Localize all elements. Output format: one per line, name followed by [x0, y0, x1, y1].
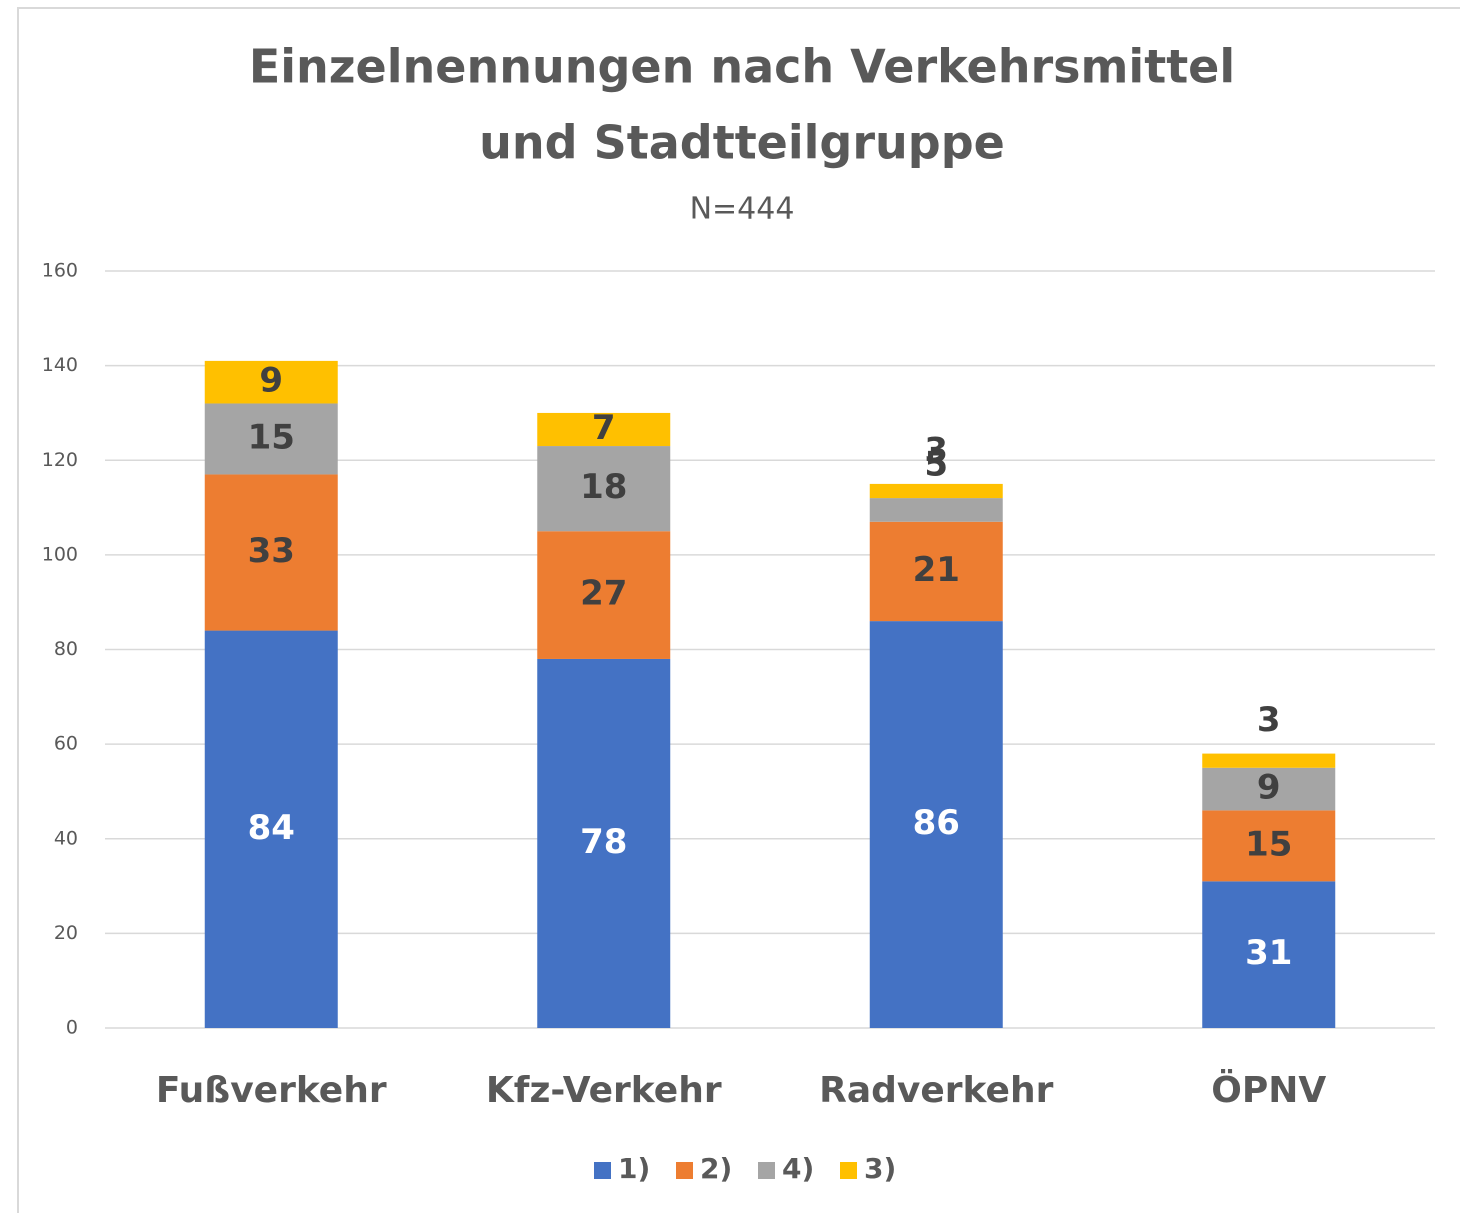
- data-label: 21: [913, 550, 960, 590]
- bar-segment: [204, 403, 338, 475]
- data-label: 3: [1257, 700, 1281, 740]
- legend-swatch: [594, 1162, 611, 1179]
- data-label: 15: [1245, 824, 1292, 864]
- x-tick-label: Kfz-Verkehr: [486, 1070, 722, 1111]
- x-tick-label: Radverkehr: [819, 1070, 1053, 1111]
- data-label: 9: [259, 361, 283, 401]
- data-label: 86: [913, 803, 960, 843]
- legend-swatch: [676, 1162, 693, 1179]
- data-label: 78: [580, 822, 627, 862]
- data-label: 31: [1245, 933, 1292, 973]
- legend-swatch: [840, 1162, 857, 1179]
- legend-swatch: [758, 1162, 775, 1179]
- data-label: 3: [924, 430, 948, 470]
- y-tick-label: 80: [54, 638, 78, 660]
- bar-segment: [869, 498, 1003, 522]
- data-label: 7: [592, 408, 616, 448]
- y-tick-label: 100: [42, 543, 78, 565]
- chart-subtitle: N=444: [690, 192, 795, 227]
- data-label: 27: [580, 574, 627, 614]
- data-label: 18: [580, 467, 627, 507]
- data-label: 15: [248, 417, 295, 457]
- bar-segment: [537, 658, 671, 1028]
- y-tick-label: 60: [54, 733, 78, 755]
- bar-segment: [1202, 767, 1336, 811]
- x-tick-label: Fußverkehr: [156, 1070, 387, 1111]
- bar-segment: [869, 621, 1003, 1028]
- y-tick-label: 140: [42, 354, 78, 376]
- bar-segment: [204, 474, 338, 631]
- bar-segment: [537, 531, 671, 659]
- legend-label: 2): [700, 1152, 732, 1185]
- bar-segment: [869, 483, 1003, 499]
- bar-segment: [869, 521, 1003, 622]
- chart-title: Einzelnennungen nach Verkehrsmittel: [249, 40, 1235, 94]
- bar-segment: [204, 360, 338, 404]
- legend-label: 1): [618, 1152, 650, 1185]
- y-tick-label: 0: [66, 1017, 78, 1039]
- bar-segment: [1202, 810, 1336, 882]
- bar-segment: [1202, 753, 1336, 768]
- legend-label: 3): [864, 1152, 896, 1185]
- y-tick-label: 120: [42, 449, 78, 471]
- data-label: 84: [248, 808, 295, 848]
- bar-segment: [204, 630, 338, 1028]
- legend-label: 4): [782, 1152, 814, 1185]
- y-tick-label: 20: [54, 922, 78, 944]
- y-tick-label: 160: [42, 260, 78, 282]
- data-label: 33: [248, 531, 295, 571]
- y-tick-label: 40: [54, 827, 78, 849]
- x-tick-label: ÖPNV: [1211, 1069, 1326, 1111]
- chart-title: und Stadtteilgruppe: [479, 116, 1005, 170]
- bar-segment: [537, 412, 671, 447]
- data-label: 5: [924, 445, 948, 485]
- bar-segment: [537, 446, 671, 532]
- data-label: 9: [1257, 768, 1281, 808]
- bar-segment: [1202, 881, 1336, 1028]
